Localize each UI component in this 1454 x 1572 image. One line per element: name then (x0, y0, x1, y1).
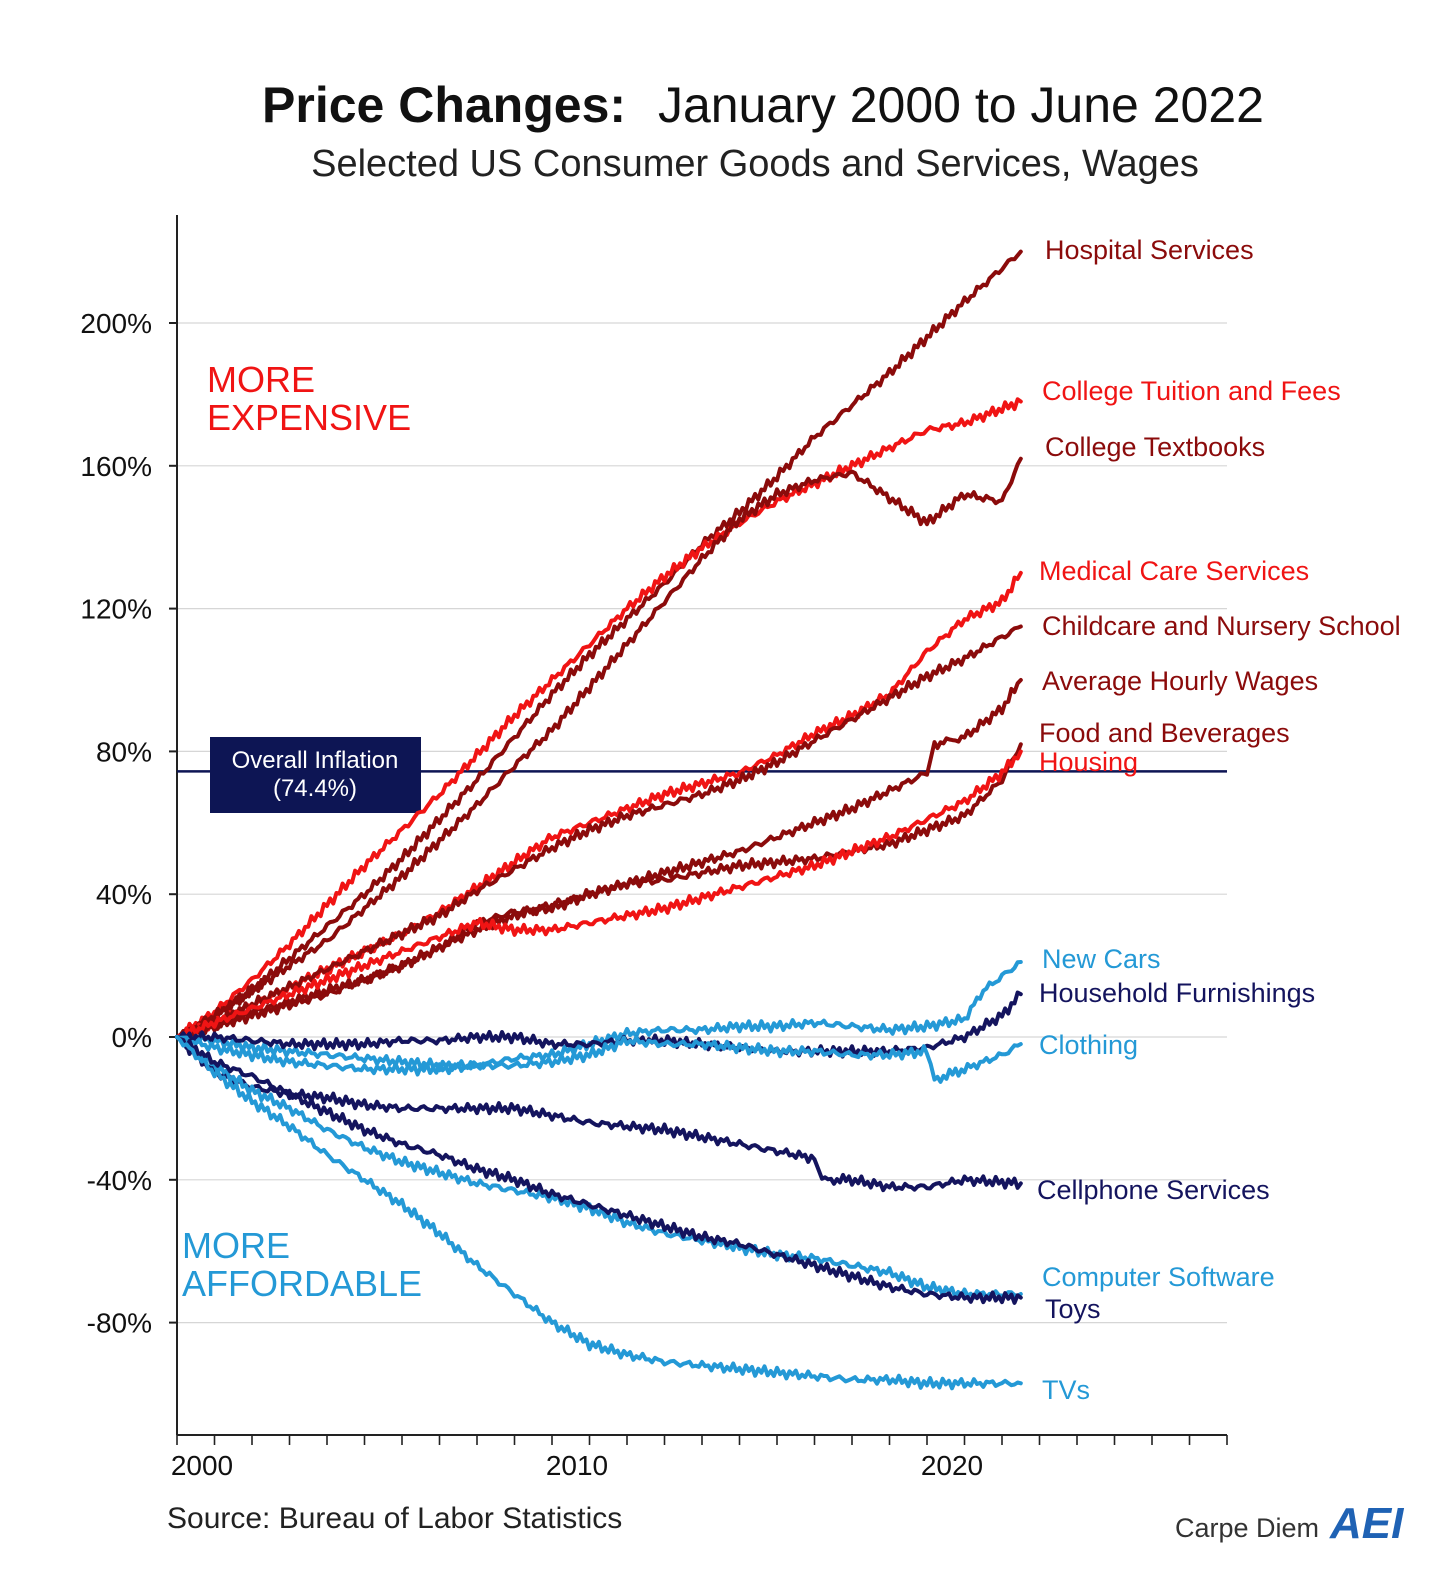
y-tick-label: 80% (96, 736, 152, 767)
series-label-childcare-and-nursery-school: Childcare and Nursery School (1042, 611, 1401, 641)
series-label-clothing: Clothing (1039, 1030, 1138, 1060)
more-affordable-line1: MORE (182, 1225, 290, 1266)
brand-text: Carpe Diem (1175, 1513, 1319, 1543)
series-line-cellphone-services (175, 1035, 1023, 1193)
more-expensive-label: MORE EXPENSIVE (207, 359, 411, 438)
series-label-new-cars: New Cars (1042, 944, 1161, 974)
series-label-hospital-services: Hospital Services (1045, 235, 1254, 265)
series-line-food-and-beverages (175, 742, 1023, 1040)
overall-inflation-reference: Overall Inflation(74.4%) (177, 737, 1227, 813)
y-axis-ticks: -80% -40% 0% 40% 80% 120% 160% 200% (80, 308, 177, 1339)
series-line-housing (175, 749, 1023, 1042)
more-expensive-line1: MORE (207, 359, 315, 400)
grid-lines (177, 322, 1227, 1324)
x-tick-label: 2020 (921, 1450, 983, 1481)
source-note: Source: Bureau of Labor Statistics (167, 1502, 622, 1535)
series-line-medical-care-services (175, 570, 1023, 1039)
series-lines (175, 249, 1023, 1391)
series-line-clothing (175, 1035, 1023, 1084)
series-labels: Hospital Services College Tuition and Fee… (1037, 235, 1401, 1405)
inflation-box (210, 737, 421, 813)
y-tick-label: -80% (87, 1308, 152, 1339)
series-line-childcare-and-nursery-school (175, 624, 1023, 1039)
x-tick-label: 2010 (546, 1450, 608, 1481)
series-label-household-furnishings: Household Furnishings (1039, 978, 1315, 1008)
series-label-college-textbooks: College Textbooks (1045, 432, 1265, 462)
y-tick-label: -40% (87, 1165, 152, 1196)
chart-subtitle: Selected US Consumer Goods and Services,… (311, 143, 1199, 185)
series-line-college-tuition-and-fees (175, 397, 1023, 1039)
aei-logo: AEI (1329, 1499, 1404, 1548)
more-affordable-label: MORE AFFORDABLE (182, 1225, 422, 1304)
x-tick-label: 2000 (171, 1450, 233, 1481)
y-tick-label: 160% (80, 451, 152, 482)
series-label-medical-care-services: Medical Care Services (1039, 556, 1309, 586)
series-line-computer-software (175, 1035, 1023, 1300)
series-label-cellphone-services: Cellphone Services (1037, 1175, 1270, 1205)
more-affordable-line2: AFFORDABLE (182, 1263, 422, 1304)
series-label-college-tuition-and-fees: College Tuition and Fees (1042, 376, 1341, 406)
inflation-box-value: (74.4%) (273, 775, 357, 802)
series-label-average-hourly-wages: Average Hourly Wages (1042, 666, 1318, 696)
y-tick-label: 120% (80, 594, 152, 625)
chart-title-rest: January 2000 to June 2022 (658, 77, 1264, 133)
inflation-box-title: Overall Inflation (232, 747, 399, 774)
chart-title: Price Changes: January 2000 to June 2022 (262, 77, 1264, 133)
series-line-toys (175, 1035, 1023, 1305)
series-label-tvs: TVs (1042, 1375, 1090, 1405)
series-line-hospital-services (175, 249, 1023, 1039)
series-label-food-and-beverages: Food and Beverages (1039, 718, 1290, 748)
series-line-average-hourly-wages (175, 678, 1023, 1041)
series-label-housing: Housing (1039, 747, 1138, 777)
y-tick-label: 0% (112, 1022, 152, 1053)
chart-title-strong: Price Changes: (262, 77, 626, 133)
x-axis-ticks: 2000 2010 2020 (171, 1435, 1228, 1481)
series-label-toys: Toys (1045, 1294, 1101, 1324)
more-expensive-line2: EXPENSIVE (207, 397, 411, 438)
series-line-tvs (175, 1035, 1023, 1391)
series-line-college-textbooks (175, 456, 1023, 1039)
y-tick-label: 200% (80, 308, 152, 339)
y-tick-label: 40% (96, 879, 152, 910)
series-label-computer-software: Computer Software (1042, 1262, 1275, 1292)
